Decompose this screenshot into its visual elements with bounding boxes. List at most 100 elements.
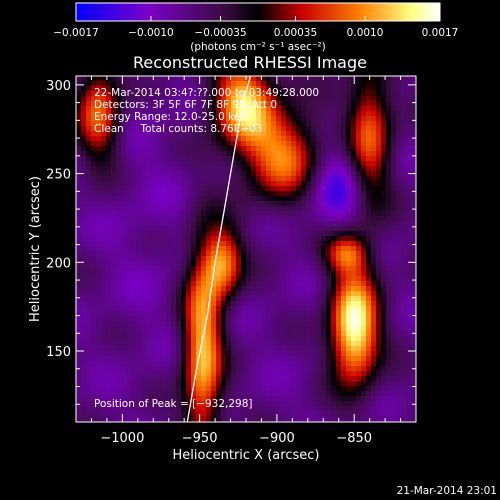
- heatmap-cell: [181, 281, 187, 287]
- heatmap-cell: [236, 281, 242, 287]
- heatmap-cell: [141, 166, 147, 172]
- heatmap-cell: [76, 231, 82, 237]
- heatmap-cell: [236, 256, 242, 262]
- heatmap-cell: [401, 136, 407, 142]
- heatmap-cell: [91, 386, 97, 392]
- heatmap-cell: [306, 196, 312, 202]
- heatmap-cell: [311, 181, 317, 187]
- heatmap-cell: [121, 341, 127, 347]
- heatmap-cell: [281, 386, 287, 392]
- heatmap-cell: [196, 386, 202, 392]
- heatmap-cell: [376, 96, 382, 102]
- heatmap-cell: [156, 281, 162, 287]
- heatmap-cell: [271, 406, 277, 412]
- heatmap-cell: [371, 111, 377, 117]
- heatmap-cell: [221, 116, 227, 122]
- heatmap-cell: [161, 316, 167, 322]
- heatmap-cell: [346, 116, 352, 122]
- heatmap-cell: [296, 371, 302, 377]
- heatmap-cell: [301, 146, 307, 152]
- y-tick-label: 300: [46, 79, 71, 94]
- heatmap-cell: [106, 386, 112, 392]
- colorbar-tick-label: −0.0017: [53, 27, 99, 39]
- heatmap-cell: [401, 351, 407, 357]
- heatmap-cell: [171, 356, 177, 362]
- heatmap-cell: [166, 351, 172, 357]
- heatmap-cell: [246, 236, 252, 242]
- heatmap-cell: [271, 411, 277, 417]
- colorbar-tick-label: 0.0017: [422, 27, 459, 39]
- heatmap-cell: [356, 291, 362, 297]
- heatmap-cell: [236, 146, 242, 152]
- heatmap-cell: [351, 336, 357, 342]
- heatmap-cell: [151, 366, 157, 372]
- heatmap-cell: [81, 326, 87, 332]
- heatmap-cell: [86, 151, 92, 157]
- heatmap-cell: [356, 181, 362, 187]
- heatmap-cell: [281, 226, 287, 232]
- heatmap-cell: [206, 336, 212, 342]
- heatmap-cell: [371, 356, 377, 362]
- heatmap-cell: [251, 166, 257, 172]
- heatmap-cell: [356, 166, 362, 172]
- heatmap-cell: [246, 201, 252, 207]
- heatmap-cell: [366, 276, 372, 282]
- heatmap-cell: [256, 216, 262, 222]
- heatmap-cell: [181, 306, 187, 312]
- heatmap-cell: [331, 331, 337, 337]
- heatmap-cell: [286, 246, 292, 252]
- heatmap-cell: [161, 126, 167, 132]
- heatmap-cell: [251, 211, 257, 217]
- heatmap-cell: [251, 251, 257, 257]
- heatmap-cell: [361, 101, 367, 107]
- heatmap-cell: [226, 361, 232, 367]
- heatmap-cell: [401, 206, 407, 212]
- heatmap-cell: [281, 351, 287, 357]
- heatmap-cell: [96, 186, 102, 192]
- heatmap-cell: [236, 251, 242, 257]
- heatmap-cell: [186, 166, 192, 172]
- heatmap-cell: [296, 191, 302, 197]
- heatmap-cell: [246, 351, 252, 357]
- heatmap-cell: [326, 91, 332, 97]
- heatmap-cell: [161, 331, 167, 337]
- heatmap-cell: [336, 366, 342, 372]
- heatmap-cell: [236, 166, 242, 172]
- heatmap-cell: [351, 346, 357, 352]
- heatmap-cell: [346, 161, 352, 167]
- heatmap-cell: [151, 396, 157, 402]
- heatmap-cell: [306, 301, 312, 307]
- heatmap-cell: [376, 171, 382, 177]
- heatmap-cell: [381, 121, 387, 127]
- heatmap-cell: [96, 386, 102, 392]
- heatmap-cell: [146, 356, 152, 362]
- heatmap-cell: [321, 271, 327, 277]
- heatmap-cell: [146, 396, 152, 402]
- heatmap-cell: [96, 241, 102, 247]
- heatmap-cell: [201, 366, 207, 372]
- heatmap-cell: [246, 186, 252, 192]
- heatmap-cell: [301, 201, 307, 207]
- heatmap-cell: [361, 176, 367, 182]
- heatmap-cell: [161, 266, 167, 272]
- heatmap-cell: [251, 146, 257, 152]
- heatmap-cell: [76, 271, 82, 277]
- heatmap-cell: [331, 116, 337, 122]
- heatmap-cell: [146, 126, 152, 132]
- heatmap-cell: [336, 221, 342, 227]
- heatmap-cell: [306, 291, 312, 297]
- heatmap-cell: [231, 266, 237, 272]
- heatmap-cell: [406, 331, 412, 337]
- heatmap-cell: [221, 351, 227, 357]
- heatmap-cell: [386, 271, 392, 277]
- heatmap-cell: [126, 111, 132, 117]
- heatmap-cell: [296, 126, 302, 132]
- heatmap-cell: [271, 161, 277, 167]
- heatmap-cell: [331, 91, 337, 97]
- heatmap-cell: [141, 141, 147, 147]
- heatmap-cell: [326, 301, 332, 307]
- heatmap-cell: [331, 261, 337, 267]
- heatmap-cell: [331, 406, 337, 412]
- heatmap-cell: [206, 356, 212, 362]
- heatmap-cell: [346, 241, 352, 247]
